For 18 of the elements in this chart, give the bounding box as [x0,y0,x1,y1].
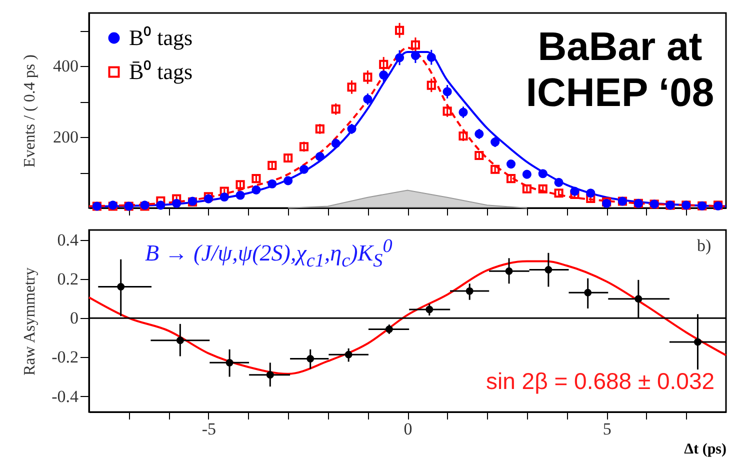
x-tick-label: 5 [602,420,612,438]
y-tick-label: 0.2 [57,269,78,288]
legend-label: B̄⁰ tags [129,59,193,84]
x-tick-label: 0 [404,420,412,438]
x-axis-title: Δt (ps) [684,442,726,458]
legend-label: B⁰ tags [129,25,193,50]
annotation: sin 2β = 0.688 ± 0.032 [486,368,715,395]
y-tick-label: 0.4 [57,230,79,250]
annotation: b) [697,236,712,256]
y-tick-label: 0 [70,308,78,328]
y-tick-label: -0.2 [52,348,78,367]
y-tick-label: 200 [53,128,78,147]
y-tick-label: 400 [53,56,78,76]
y-axis-title: Events / ( 0.4 ps ) [22,54,38,168]
annotation: BaBar at ICHEP ‘08 [524,24,716,116]
x-tick-label: -5 [202,420,216,438]
y-tick-label: -0.4 [52,386,79,406]
y-axis-title: Raw Asymmetry [22,268,38,376]
